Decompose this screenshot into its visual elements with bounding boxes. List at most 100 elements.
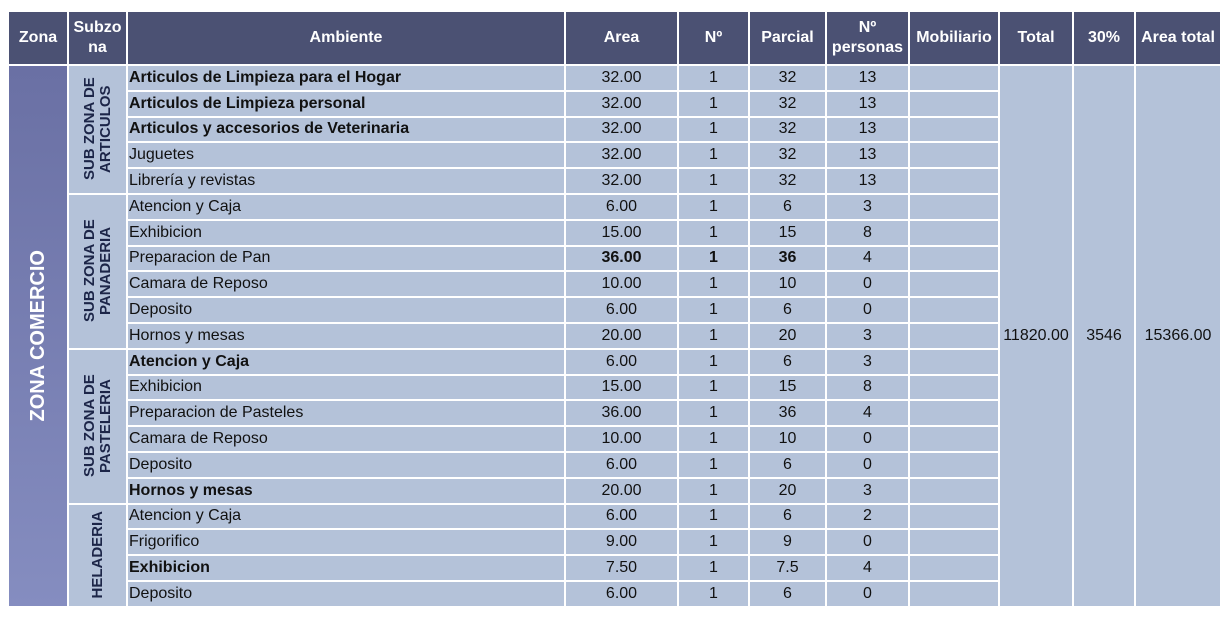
table-row: ZONA COMERCIO SUB ZONA DE ARTICULOS Articu… — [7, 64, 1222, 608]
table-row: HELADERIA Atencion y Caja 6.00 1 6 2 — [8, 502, 1221, 608]
value-cell: 2 — [825, 502, 910, 531]
column-header: Parcial — [748, 10, 827, 66]
value-cell: 6.00 — [564, 296, 679, 324]
value-cell: 4 — [825, 244, 910, 273]
total-cell: 15366.00 — [1134, 64, 1222, 608]
value-cell: 6 — [748, 296, 827, 324]
value-cell: 1 — [677, 167, 750, 195]
mobiliario-cell — [908, 64, 1000, 92]
ambiente-cell: Preparacion de Pasteles — [126, 399, 566, 428]
mobiliario-cell — [908, 554, 1000, 582]
value-cell: 32.00 — [564, 64, 679, 92]
mobiliario-cell — [908, 270, 1000, 299]
ambiente-cell: Librería y revistas — [126, 167, 566, 195]
table-body: ZONA COMERCIO SUB ZONA DE ARTICULOS Articu… — [7, 64, 1222, 608]
value-cell: 36.00 — [564, 244, 679, 273]
ambiente-cell: Deposito — [126, 450, 566, 479]
value-cell: 0 — [825, 450, 910, 479]
column-header: Mobiliario — [908, 10, 1000, 66]
subzona-cell: SUB ZONA DE PASTELERIA — [67, 347, 128, 505]
ambiente-cell: Juguetes — [126, 141, 566, 170]
subzona-cell: SUB ZONA DE PANADERIA — [67, 192, 128, 350]
value-cell: 36.00 — [564, 399, 679, 428]
value-cell: 0 — [825, 270, 910, 299]
ambiente-cell: Atencion y Caja — [126, 502, 566, 531]
value-cell: 36 — [748, 244, 827, 273]
value-cell: 0 — [825, 579, 910, 608]
mobiliario-cell — [908, 373, 1000, 402]
value-cell: 9.00 — [564, 528, 679, 557]
value-cell: 1 — [677, 476, 750, 505]
total-cell: 3546 — [1072, 64, 1136, 608]
subzona-label: SUB ZONA DE PASTELERIA — [80, 374, 114, 478]
value-cell: 1 — [677, 192, 750, 221]
ambiente-cell: Articulos de Limpieza para el Hogar — [126, 64, 566, 92]
value-cell: 1 — [677, 296, 750, 324]
value-cell: 1 — [677, 373, 750, 402]
mobiliario-cell — [908, 579, 1000, 608]
value-cell: 20.00 — [564, 476, 679, 505]
value-cell: 1 — [677, 425, 750, 453]
value-cell: 7.5 — [748, 554, 827, 582]
table-row: Exhibicion 15.00 1 15 8 — [8, 373, 1221, 402]
zona-label: ZONA COMERCIO — [27, 250, 49, 422]
table-row: Camara de Reposo 10.00 1 10 0 — [8, 425, 1221, 453]
value-cell: 6 — [748, 450, 827, 479]
mobiliario-cell — [908, 244, 1000, 273]
value-cell: 20 — [748, 321, 827, 350]
table-row: SUB ZONA DE PANADERIA Atencion y Caja 6.00… — [8, 192, 1221, 350]
value-cell: 0 — [825, 296, 910, 324]
value-cell: 32 — [748, 89, 827, 118]
value-cell: 9 — [748, 528, 827, 557]
total-cell: 11820.00 — [998, 64, 1074, 608]
value-cell: 32 — [748, 115, 827, 144]
value-cell: 7.50 — [564, 554, 679, 582]
value-cell: 0 — [825, 425, 910, 453]
mobiliario-cell — [908, 450, 1000, 479]
value-cell: 1 — [677, 502, 750, 531]
value-cell: 6 — [748, 192, 827, 221]
mobiliario-cell — [908, 528, 1000, 557]
value-cell: 32 — [748, 167, 827, 195]
value-cell: 1 — [677, 554, 750, 582]
value-cell: 13 — [825, 115, 910, 144]
value-cell: 6.00 — [564, 502, 679, 531]
value-cell: 1 — [677, 244, 750, 273]
table-row: Librería y revistas 32.00 1 32 13 — [8, 167, 1221, 195]
table-row: Hornos y mesas 20.00 1 20 3 — [8, 476, 1221, 505]
ambiente-cell: Exhibicion — [126, 373, 566, 402]
mobiliario-cell — [908, 115, 1000, 144]
value-cell: 1 — [677, 270, 750, 299]
ambiente-cell: Hornos y mesas — [126, 321, 566, 350]
ambiente-cell: Articulos y accesorios de Veterinaria — [126, 115, 566, 144]
zona-cell: ZONA COMERCIO — [7, 64, 69, 608]
column-header: Subzona — [67, 10, 128, 66]
value-cell: 1 — [677, 64, 750, 92]
column-header: 30% — [1072, 10, 1136, 66]
ambiente-cell: Frigorifico — [126, 528, 566, 557]
value-cell: 6.00 — [564, 579, 679, 608]
table-row: Hornos y mesas 20.00 1 20 3 — [8, 321, 1221, 350]
value-cell: 15 — [748, 373, 827, 402]
ambiente-cell: Atencion y Caja — [126, 192, 566, 221]
ambiente-cell: Hornos y mesas — [126, 476, 566, 505]
value-cell: 32.00 — [564, 115, 679, 144]
value-cell: 1 — [677, 141, 750, 170]
value-cell: 4 — [825, 399, 910, 428]
mobiliario-cell — [908, 399, 1000, 428]
ambiente-cell: Deposito — [126, 579, 566, 608]
ambiente-cell: Exhibicion — [126, 554, 566, 582]
value-cell: 10 — [748, 425, 827, 453]
value-cell: 32.00 — [564, 89, 679, 118]
table-row: SUB ZONA DE PASTELERIA Atencion y Caja 6.0… — [8, 347, 1221, 505]
subzona-label: SUB ZONA DE PANADERIA — [80, 219, 114, 323]
column-header: Ambiente — [126, 10, 566, 66]
value-cell: 15.00 — [564, 373, 679, 402]
value-cell: 20 — [748, 476, 827, 505]
value-cell: 1 — [677, 347, 750, 376]
table-row: Deposito 6.00 1 6 0 — [8, 579, 1221, 608]
mobiliario-cell — [908, 218, 1000, 247]
value-cell: 36 — [748, 399, 827, 428]
table-row: Articulos y accesorios de Veterinaria 32.… — [8, 115, 1221, 144]
